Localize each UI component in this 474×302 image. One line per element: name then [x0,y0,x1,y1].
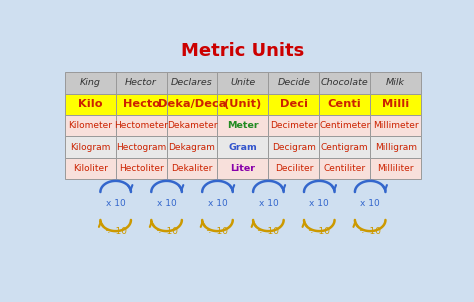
Text: Deci: Deci [280,99,308,109]
Text: ÷ 10: ÷ 10 [105,227,127,236]
Text: Hecto: Hecto [123,99,160,109]
Text: x 10: x 10 [360,199,380,208]
Text: Milk: Milk [386,79,405,88]
Bar [65,94,116,115]
Bar [166,115,218,137]
Bar [268,72,319,94]
Text: Centimeter: Centimeter [319,121,370,130]
Bar [370,115,421,137]
Text: Centiliter: Centiliter [324,164,366,173]
Text: ÷ 10: ÷ 10 [155,227,178,236]
Text: Deka/Deca: Deka/Deca [158,99,226,109]
Bar [370,137,421,158]
Bar [370,94,421,115]
Bar [319,72,370,94]
Text: x 10: x 10 [157,199,176,208]
Text: Hectogram: Hectogram [116,143,166,152]
Text: Centigram: Centigram [321,143,369,152]
Text: ÷ 10: ÷ 10 [308,227,330,236]
Bar [116,72,166,94]
Bar [116,158,166,179]
Bar [319,137,370,158]
Text: Milli: Milli [382,99,409,109]
Text: Meter: Meter [227,121,259,130]
Bar [218,72,268,94]
Text: Hector: Hector [125,79,157,88]
Text: Kilo: Kilo [78,99,102,109]
Bar [116,115,166,137]
Bar [65,72,116,94]
Text: Liter: Liter [230,164,255,173]
Bar [268,94,319,115]
Text: x 10: x 10 [258,199,278,208]
Text: Milligram: Milligram [374,143,417,152]
Bar [268,158,319,179]
Bar [218,137,268,158]
Bar [116,94,166,115]
Text: Dekameter: Dekameter [167,121,217,130]
Text: Kilometer: Kilometer [68,121,112,130]
Text: x 10: x 10 [208,199,228,208]
Text: Decide: Decide [277,79,310,88]
Text: King: King [80,79,100,88]
Bar [166,137,218,158]
Bar [319,115,370,137]
Bar [166,72,218,94]
Text: ÷ 10: ÷ 10 [359,227,381,236]
Text: Dekagram: Dekagram [169,143,216,152]
Bar [65,137,116,158]
Bar [65,115,116,137]
Bar [319,158,370,179]
Bar [166,94,218,115]
Text: Gram: Gram [228,143,257,152]
Bar [370,158,421,179]
Text: x 10: x 10 [310,199,329,208]
Bar [268,137,319,158]
Bar [116,137,166,158]
Text: Kiloliter: Kiloliter [73,164,108,173]
Text: Deciliter: Deciliter [274,164,313,173]
Bar [65,158,116,179]
Text: Declares: Declares [171,79,213,88]
Text: Hectometer: Hectometer [114,121,168,130]
Bar [218,158,268,179]
Text: Unite: Unite [230,79,255,88]
Text: Kilogram: Kilogram [70,143,110,152]
Text: Decigram: Decigram [272,143,316,152]
Text: Metric Units: Metric Units [181,42,305,60]
Text: Chocolate: Chocolate [321,79,369,88]
Bar [166,158,218,179]
Text: Millimeter: Millimeter [373,121,419,130]
Bar [319,94,370,115]
Bar [218,115,268,137]
Text: ÷ 10: ÷ 10 [207,227,228,236]
Text: Decimeter: Decimeter [270,121,318,130]
Text: (Unit): (Unit) [224,99,262,109]
Text: ÷ 10: ÷ 10 [257,227,279,236]
Text: x 10: x 10 [106,199,126,208]
Text: Milliliter: Milliliter [377,164,414,173]
Bar [268,115,319,137]
Bar [218,94,268,115]
Text: Hectoliter: Hectoliter [119,164,164,173]
Text: Centi: Centi [328,99,362,109]
Bar [370,72,421,94]
Text: Dekaliter: Dekaliter [171,164,213,173]
